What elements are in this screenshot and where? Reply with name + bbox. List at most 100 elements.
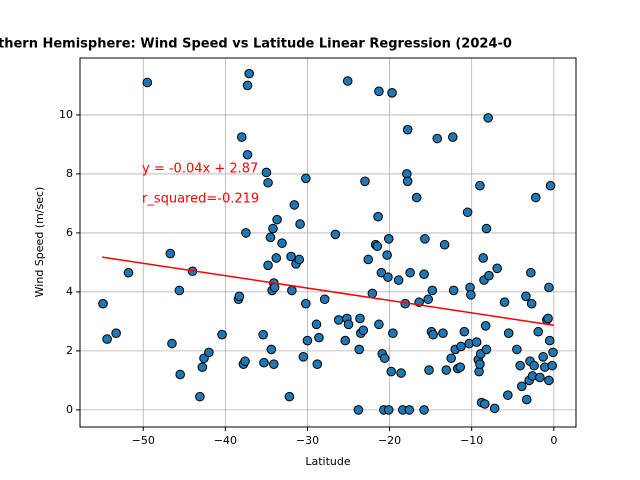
scatter-point [475, 359, 485, 369]
scatter-point [123, 267, 134, 278]
scatter-point [383, 272, 393, 282]
scatter-point [548, 347, 558, 358]
scatter-point [402, 176, 413, 187]
scatter-point [439, 239, 450, 250]
scatter-point [314, 332, 324, 343]
scatter-point [165, 248, 176, 259]
scatter-point [475, 180, 485, 191]
scatter-point [533, 326, 544, 337]
scatter-point [404, 405, 415, 415]
scatter-point [446, 353, 456, 364]
scatter-point [319, 294, 330, 305]
scatter-point [512, 344, 522, 355]
scatter-point [343, 319, 354, 330]
x-axis-label: Latitude [305, 455, 351, 468]
scatter-point [269, 282, 280, 293]
scatter-point [503, 390, 513, 400]
scatter-point [263, 260, 273, 271]
scatter-point [478, 253, 489, 263]
scatter-point [441, 365, 452, 375]
scatter-point [242, 80, 253, 91]
scatter-point [484, 270, 494, 281]
scatter-point [515, 360, 525, 371]
scatter-point [102, 334, 112, 344]
scatter-point [295, 219, 305, 229]
scatter-point [333, 315, 344, 325]
scatter-point [289, 200, 300, 210]
scatter-point [167, 338, 177, 349]
scatter-point [456, 341, 466, 352]
scatter-point [521, 291, 531, 302]
scatter-point [268, 223, 278, 234]
y-tick-label: 8 [66, 167, 73, 180]
scatter-point [503, 328, 514, 339]
scatter-point [286, 251, 296, 262]
scatter-point [471, 337, 482, 347]
y-tick-label: 10 [59, 108, 73, 121]
scatter-point [396, 368, 406, 378]
scatter-point [386, 366, 397, 377]
y-tick-label: 0 [66, 403, 73, 416]
scatter-point [374, 86, 384, 97]
scatter-point [483, 113, 493, 123]
scatter-point [358, 325, 369, 336]
scatter-point [543, 313, 553, 324]
scatter-point [529, 360, 539, 371]
scatter-point [367, 288, 378, 299]
scatter-point [363, 254, 374, 265]
scatter-point [448, 285, 459, 296]
scatter-point [197, 362, 208, 372]
scatter-point [272, 214, 282, 225]
scatter-point [459, 326, 470, 337]
scatter-point [360, 176, 370, 187]
scatter-point [312, 359, 323, 369]
scatter-point [393, 275, 404, 285]
plot-frame [79, 57, 577, 428]
scatter-point [419, 405, 429, 415]
y-tick-label: 6 [66, 226, 73, 239]
regression-line [102, 256, 554, 326]
scatter-point [526, 298, 537, 309]
scatter-point [387, 88, 397, 98]
scatter-point [427, 285, 438, 296]
scatter-point [432, 133, 443, 144]
scatter-point [236, 132, 247, 142]
scatter-point [379, 353, 390, 364]
scatter-point [424, 365, 434, 375]
scatter-point [411, 192, 422, 203]
scatter-point [234, 291, 245, 302]
y-tick-label: 4 [66, 285, 73, 298]
scatter-point [376, 267, 387, 278]
scatter-point [428, 329, 438, 340]
scatter-point [98, 298, 108, 309]
scatter-point [353, 405, 364, 415]
scatter-point [492, 263, 502, 274]
scatter-point [547, 360, 557, 371]
scatter-point [544, 282, 554, 293]
scatter-point [301, 298, 311, 309]
scatter-point [174, 285, 185, 296]
scatter-point [535, 372, 545, 383]
scatter-point [374, 319, 384, 330]
scatter-point [526, 267, 536, 278]
scatter-point [517, 381, 527, 392]
scatter-point [521, 394, 532, 405]
scatter-point [354, 344, 365, 355]
annotation: y = -0.04x + 2.87 [142, 162, 258, 177]
scatter-point [265, 232, 276, 243]
scatter-point [481, 344, 492, 355]
scatter-point [204, 347, 214, 358]
scatter-point [419, 269, 429, 280]
scatter-point [294, 254, 305, 265]
scatter-point [271, 253, 282, 263]
y-tick-label: 2 [66, 344, 73, 357]
scatter-point [111, 328, 121, 339]
scatter-point [544, 375, 554, 386]
scatter-point [266, 344, 277, 355]
x-tick-label: −40 [214, 434, 237, 447]
scatter-point [373, 211, 383, 222]
x-tick-label: −30 [296, 434, 319, 447]
